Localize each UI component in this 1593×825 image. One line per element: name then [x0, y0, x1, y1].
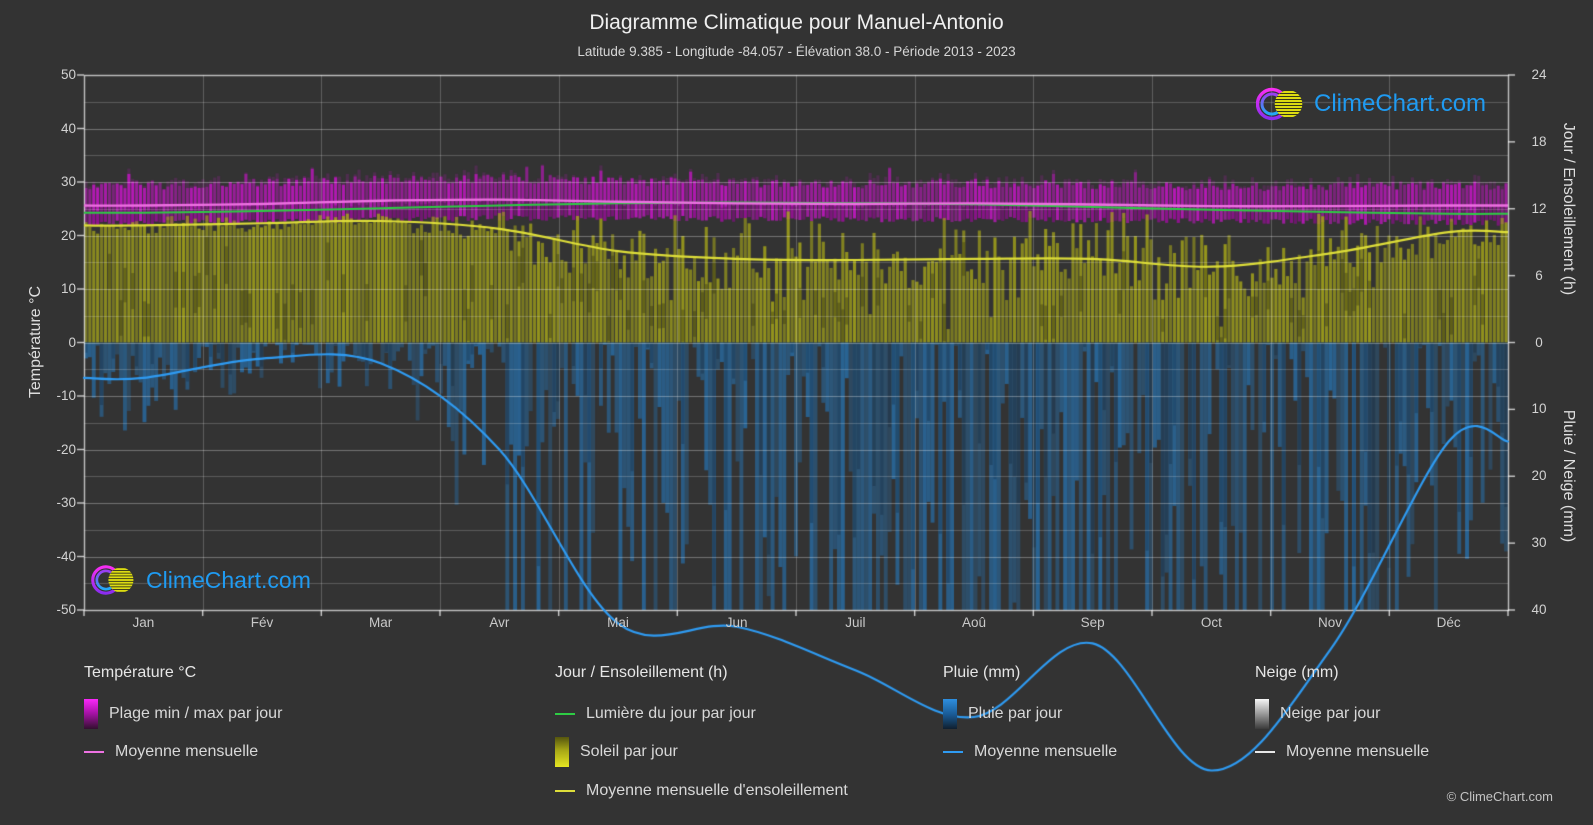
legend-item-label: Neige par jour [1280, 705, 1381, 722]
legend-item: Pluie par jour [943, 697, 1062, 731]
climechart-logo-text: ClimeChart.com [146, 566, 311, 593]
y-axis-tick-label: 20 [1531, 468, 1547, 484]
legend-item: Soleil par jour [555, 737, 678, 767]
y-axis-tick-label: 0 [68, 334, 76, 350]
y-axis-tick-label: 10 [1531, 401, 1547, 417]
x-axis-month-label: Déc [1436, 615, 1461, 630]
legend-item: Lumière du jour par jour [555, 697, 756, 731]
legend-item-label: Moyenne mensuelle [974, 743, 1118, 760]
legend-swatch-line-yellow [555, 790, 575, 792]
y-axis-tick-label: 6 [1535, 267, 1543, 283]
legend-item-label: Moyenne mensuelle [115, 743, 259, 760]
chart-title: Diagramme Climatique pour Manuel-Antonio [589, 11, 1004, 34]
legend-item: Neige par jour [1255, 697, 1381, 731]
y-axis-tick-label: 30 [1531, 535, 1547, 551]
legend-swatch-line-white [1255, 751, 1275, 753]
y-axis-tick-label: 30 [60, 174, 76, 189]
y-axis-tick-label: 0 [1535, 334, 1543, 350]
y-axis-tick-label: 20 [60, 227, 76, 243]
legend-item-label: Soleil par jour [580, 743, 678, 760]
y-axis-tick-label: 24 [1531, 67, 1547, 82]
y-axis-tick-label: 18 [1531, 133, 1547, 149]
x-axis-month-label: Oct [1200, 615, 1222, 630]
legend-item: Moyenne mensuelle d'ensoleillement [555, 778, 848, 804]
climechart-logo-text: ClimeChart.com [1314, 90, 1487, 117]
legend-item-label: Moyenne mensuelle d'ensoleillement [586, 782, 848, 799]
x-axis-month-label: Mai [607, 615, 629, 630]
legend-swatch-line-blue [943, 751, 963, 753]
climechart-logo-bottom[interactable]: ClimeChart.com [90, 560, 311, 600]
legend-swatch-grad-blue [943, 699, 957, 729]
chart-subtitle: Latitude 9.385 - Longitude -84.057 - Élé… [577, 44, 1016, 59]
y-axis-tick-label: -30 [56, 495, 76, 510]
legend-item: Moyenne mensuelle [84, 739, 258, 765]
x-axis-month-label: Jun [725, 615, 748, 630]
legend-swatch-grad-magenta [84, 699, 98, 729]
legend-item-label: Lumière du jour par jour [586, 705, 756, 722]
legend-swatch-grad-white [1255, 699, 1269, 729]
y-axis-tick-label: 40 [60, 120, 76, 136]
x-axis-month-label: Aoû [961, 615, 987, 630]
legend-header-rain: Pluie (mm) [943, 664, 1021, 681]
legend-item-label: Moyenne mensuelle [1286, 743, 1430, 760]
y-axis-tick-label: -10 [56, 388, 76, 403]
y-axis-tick-label: 10 [60, 281, 76, 296]
y-axis-title-day-sun: Jour / Ensoleillement (h) [1560, 122, 1577, 296]
x-axis-month-label: Nov [1317, 615, 1342, 630]
x-axis-month-label: Avr [489, 615, 510, 630]
legend-swatch-line-magenta [84, 751, 104, 753]
legend-swatch-line-green [555, 713, 575, 715]
y-axis-tick-label: -40 [56, 548, 76, 564]
legend-item: Plage min / max par jour [84, 697, 282, 731]
x-axis-month-label: Fév [250, 615, 274, 630]
legend-item-label: Plage min / max par jour [109, 705, 283, 722]
x-axis-month-label: Juil [845, 615, 866, 630]
legend-header-temperature: Température °C [84, 664, 197, 681]
legend-header-day-sun: Jour / Ensoleillement (h) [555, 664, 728, 681]
y-axis-tick-label: 12 [1531, 200, 1547, 216]
x-axis-month-label: Sep [1080, 615, 1105, 630]
legend-swatch-grad-yellow [555, 737, 569, 767]
y-axis-tick-label: 40 [1531, 602, 1547, 617]
climechart-logo-icon [1256, 87, 1303, 121]
y-axis-title-precip: Pluie / Neige (mm) [1560, 409, 1577, 543]
y-axis-tick-label: -20 [56, 441, 76, 457]
y-axis-tick-label: 50 [60, 67, 76, 82]
climechart-logo-icon [91, 565, 134, 595]
legend-header-snow: Neige (mm) [1255, 664, 1339, 681]
legend-item: Moyenne mensuelle [943, 739, 1117, 765]
legend-item: Moyenne mensuelle [1255, 739, 1429, 765]
legend-item-label: Pluie par jour [968, 705, 1063, 722]
x-axis-month-label: Mar [369, 615, 393, 630]
x-axis-month-label: Jan [132, 615, 155, 630]
copyright-text: © ClimeChart.com [1446, 789, 1553, 804]
y-axis-tick-label: -50 [56, 602, 76, 617]
climechart-logo-top[interactable]: ClimeChart.com [1256, 82, 1486, 126]
